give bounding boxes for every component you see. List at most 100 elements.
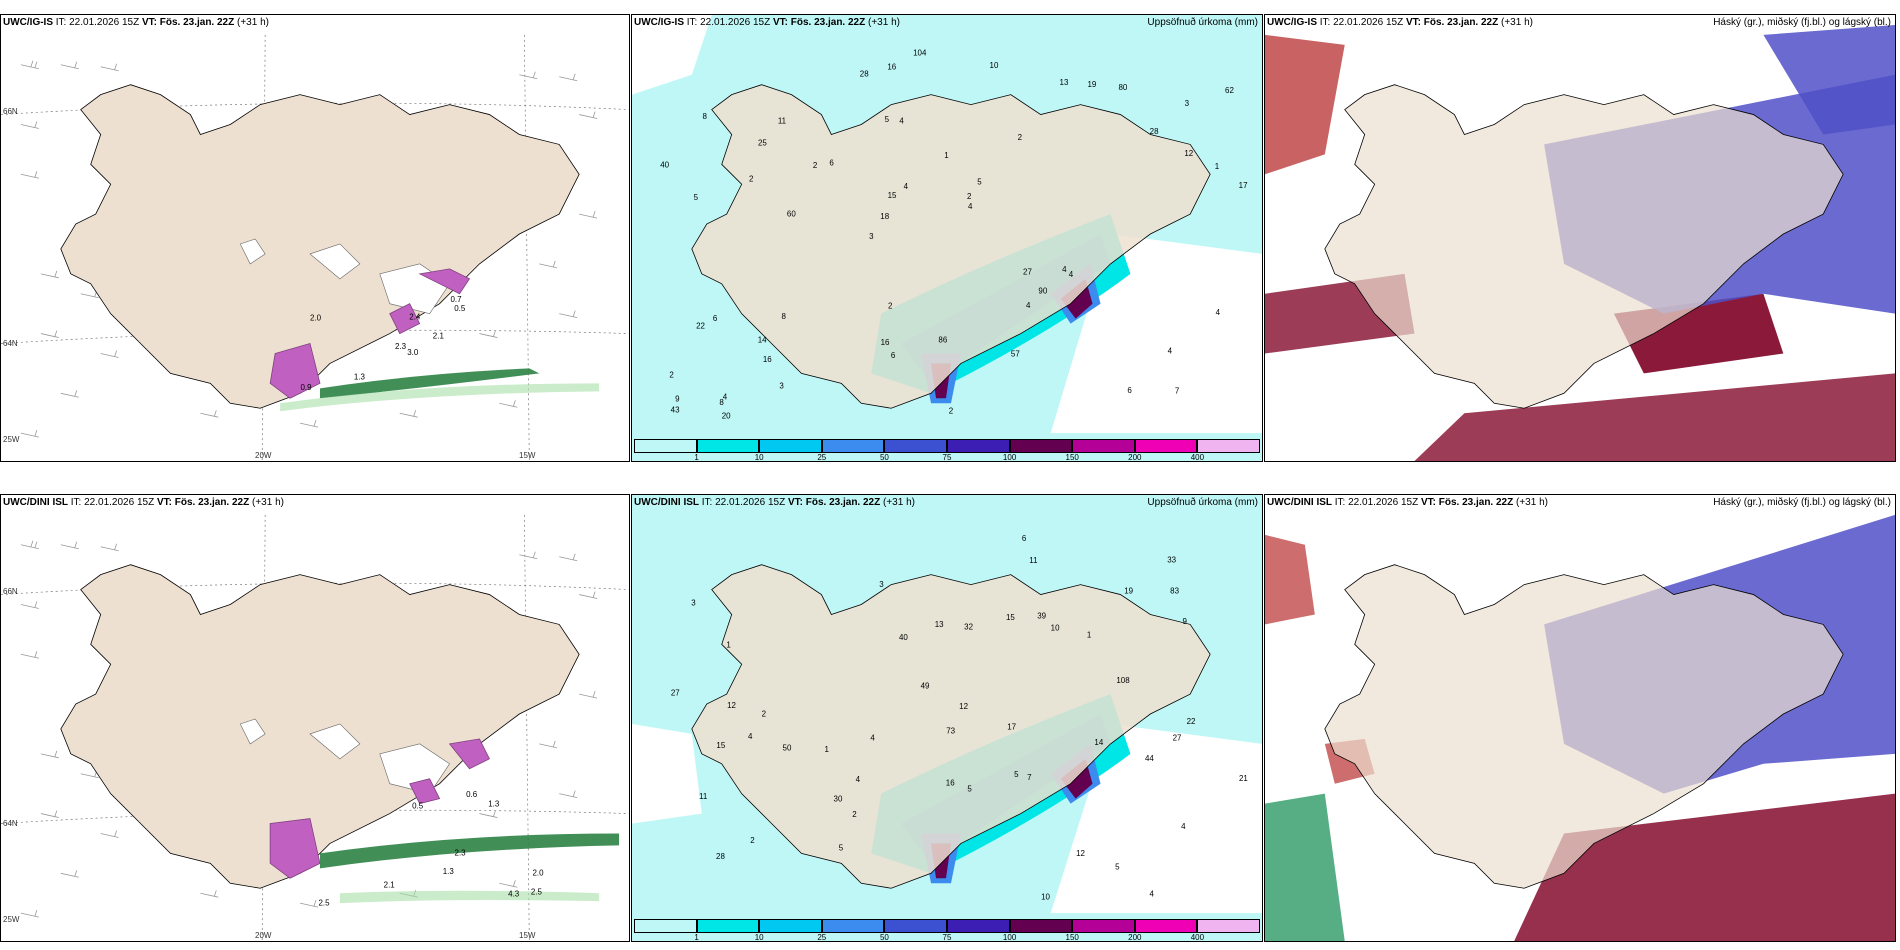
value-label: 4 <box>723 392 728 401</box>
colorbar-tick: 10 <box>754 453 764 462</box>
value-label: 14 <box>1094 738 1103 747</box>
value-label: 1.3 <box>443 867 455 876</box>
snow-areas <box>269 738 490 879</box>
value-label: 39 <box>1037 612 1046 621</box>
value-label: 50 <box>783 743 792 752</box>
value-label: 12 <box>959 702 968 711</box>
lat-label-top: 66N <box>3 107 18 116</box>
value-label: 18 <box>880 212 889 221</box>
value-label: 2 <box>749 174 754 183</box>
value-label: 11 <box>1029 556 1038 565</box>
colorbar-segment <box>1134 439 1198 453</box>
colorbar-tick: 25 <box>817 933 827 942</box>
value-label: 4.3 <box>508 890 520 899</box>
value-label: 16 <box>763 355 772 364</box>
value-label: 3 <box>691 599 696 608</box>
value-label: 2.1 <box>433 332 445 341</box>
colorbar-tick: 1 <box>694 453 699 462</box>
lat-label-top: 66N <box>3 587 18 596</box>
value-label: 28 <box>716 852 725 861</box>
panel-title: UWC/IG-IS IT: 22.01.2026 15Z VT: Fös. 23… <box>634 17 900 28</box>
panel-precip-bot: UWC/DINI ISL IT: 22.01.2026 15Z VT: Fös.… <box>631 494 1263 942</box>
lat-label-bot: 64N <box>3 339 18 348</box>
glaciers <box>239 718 450 795</box>
panel-variable-label: Uppsöfnuð úrkoma (mm) <box>1147 497 1258 508</box>
value-label: 13 <box>935 620 944 629</box>
value-label: 5 <box>1115 862 1120 871</box>
value-label: 22 <box>1187 717 1196 726</box>
value-label: 15 <box>888 191 897 200</box>
panel-wind-bot: UWC/DINI ISL IT: 22.01.2026 15Z VT: Fös.… <box>0 494 630 942</box>
value-label: 1 <box>944 151 949 160</box>
iceland-land <box>1324 564 1844 889</box>
wind-jet-light <box>280 383 600 412</box>
value-label: 3 <box>879 580 884 589</box>
glaciers <box>239 238 450 315</box>
wind-speed-labels: 2.52.02.31.30.50.62.51.34.32.1 <box>318 790 544 907</box>
wind-jet-light <box>339 890 600 904</box>
iceland-land <box>691 564 1211 889</box>
colorbar-segment <box>884 439 947 453</box>
value-label: 27 <box>671 689 680 698</box>
colorbar-tick: 400 <box>1190 453 1205 462</box>
colorbar: 1 10 25 50 75 100 150 200 400 <box>634 919 1260 942</box>
value-label: 3 <box>869 232 874 241</box>
cloud-map[interactable] <box>1265 495 1895 941</box>
value-label: 12 <box>1184 149 1193 158</box>
lon-label-mid: 20W <box>255 931 272 940</box>
high-cloud <box>1265 534 1375 784</box>
value-label: 2 <box>967 192 972 201</box>
colorbar-segment <box>634 439 697 453</box>
value-label: 0.7 <box>450 295 462 304</box>
wind-jet <box>319 833 620 869</box>
value-label: 44 <box>1145 754 1154 763</box>
value-label: 43 <box>671 406 680 415</box>
value-label: 11 <box>778 117 787 126</box>
value-label: 49 <box>921 682 930 691</box>
colorbar-segment <box>1197 919 1260 933</box>
value-label: 1 <box>1215 162 1220 171</box>
colorbar-tick: 150 <box>1065 933 1079 942</box>
value-label: 2 <box>888 302 893 311</box>
value-label: 4 <box>1168 346 1173 355</box>
colorbar-tick: 75 <box>942 453 952 462</box>
colorbar-segment <box>947 919 1010 933</box>
value-label: 2.1 <box>384 881 396 890</box>
value-label: 33 <box>1167 556 1176 565</box>
value-label: 4 <box>1181 822 1186 831</box>
wind-map[interactable]: 2.52.02.31.30.50.62.51.34.32.1 <box>1 495 629 941</box>
wind-map[interactable]: 3.0 2.0 2.3 0.9 2.1 1.3 0.7 2.4 0.5 <box>1 15 629 461</box>
colorbar-tick: 25 <box>817 453 827 462</box>
value-label: 80 <box>1118 83 1127 92</box>
value-label: 10 <box>990 61 999 70</box>
value-label: 5 <box>1014 770 1019 779</box>
value-label: 2.5 <box>318 898 330 907</box>
value-label: 6 <box>829 158 834 167</box>
value-label: 11 <box>699 792 708 801</box>
panel-wind-top: UWC/IG-IS IT: 22.01.2026 15Z VT: Fös. 23… <box>0 14 630 462</box>
value-label: 6 <box>1127 386 1132 395</box>
value-label: 6 <box>1022 534 1027 543</box>
value-label: 7 <box>1027 773 1032 782</box>
colorbar-segment <box>634 919 697 933</box>
value-label: 14 <box>758 335 767 344</box>
value-label: 2.0 <box>533 868 545 877</box>
iceland-land <box>60 564 580 889</box>
value-label: 40 <box>660 160 669 169</box>
colorbar-tick: 50 <box>879 453 889 462</box>
value-label: 8 <box>719 398 724 407</box>
colorbar-segment <box>1009 919 1073 933</box>
value-label: 40 <box>899 633 908 642</box>
colorbar-tick: 100 <box>1002 933 1017 942</box>
lon-label-right: 15W <box>519 931 536 940</box>
value-label: 28 <box>860 70 869 79</box>
value-label: 27 <box>1173 733 1182 742</box>
value-label: 2.4 <box>409 313 421 322</box>
colorbar-segment <box>947 439 1010 453</box>
colorbar-tick: 200 <box>1128 453 1142 462</box>
precip-map[interactable]: 7533245166216454816172712181615111386442… <box>632 15 1262 461</box>
cloud-map[interactable] <box>1265 15 1895 461</box>
colorbar-tick: 75 <box>942 933 952 942</box>
value-label: 12 <box>1076 849 1085 858</box>
